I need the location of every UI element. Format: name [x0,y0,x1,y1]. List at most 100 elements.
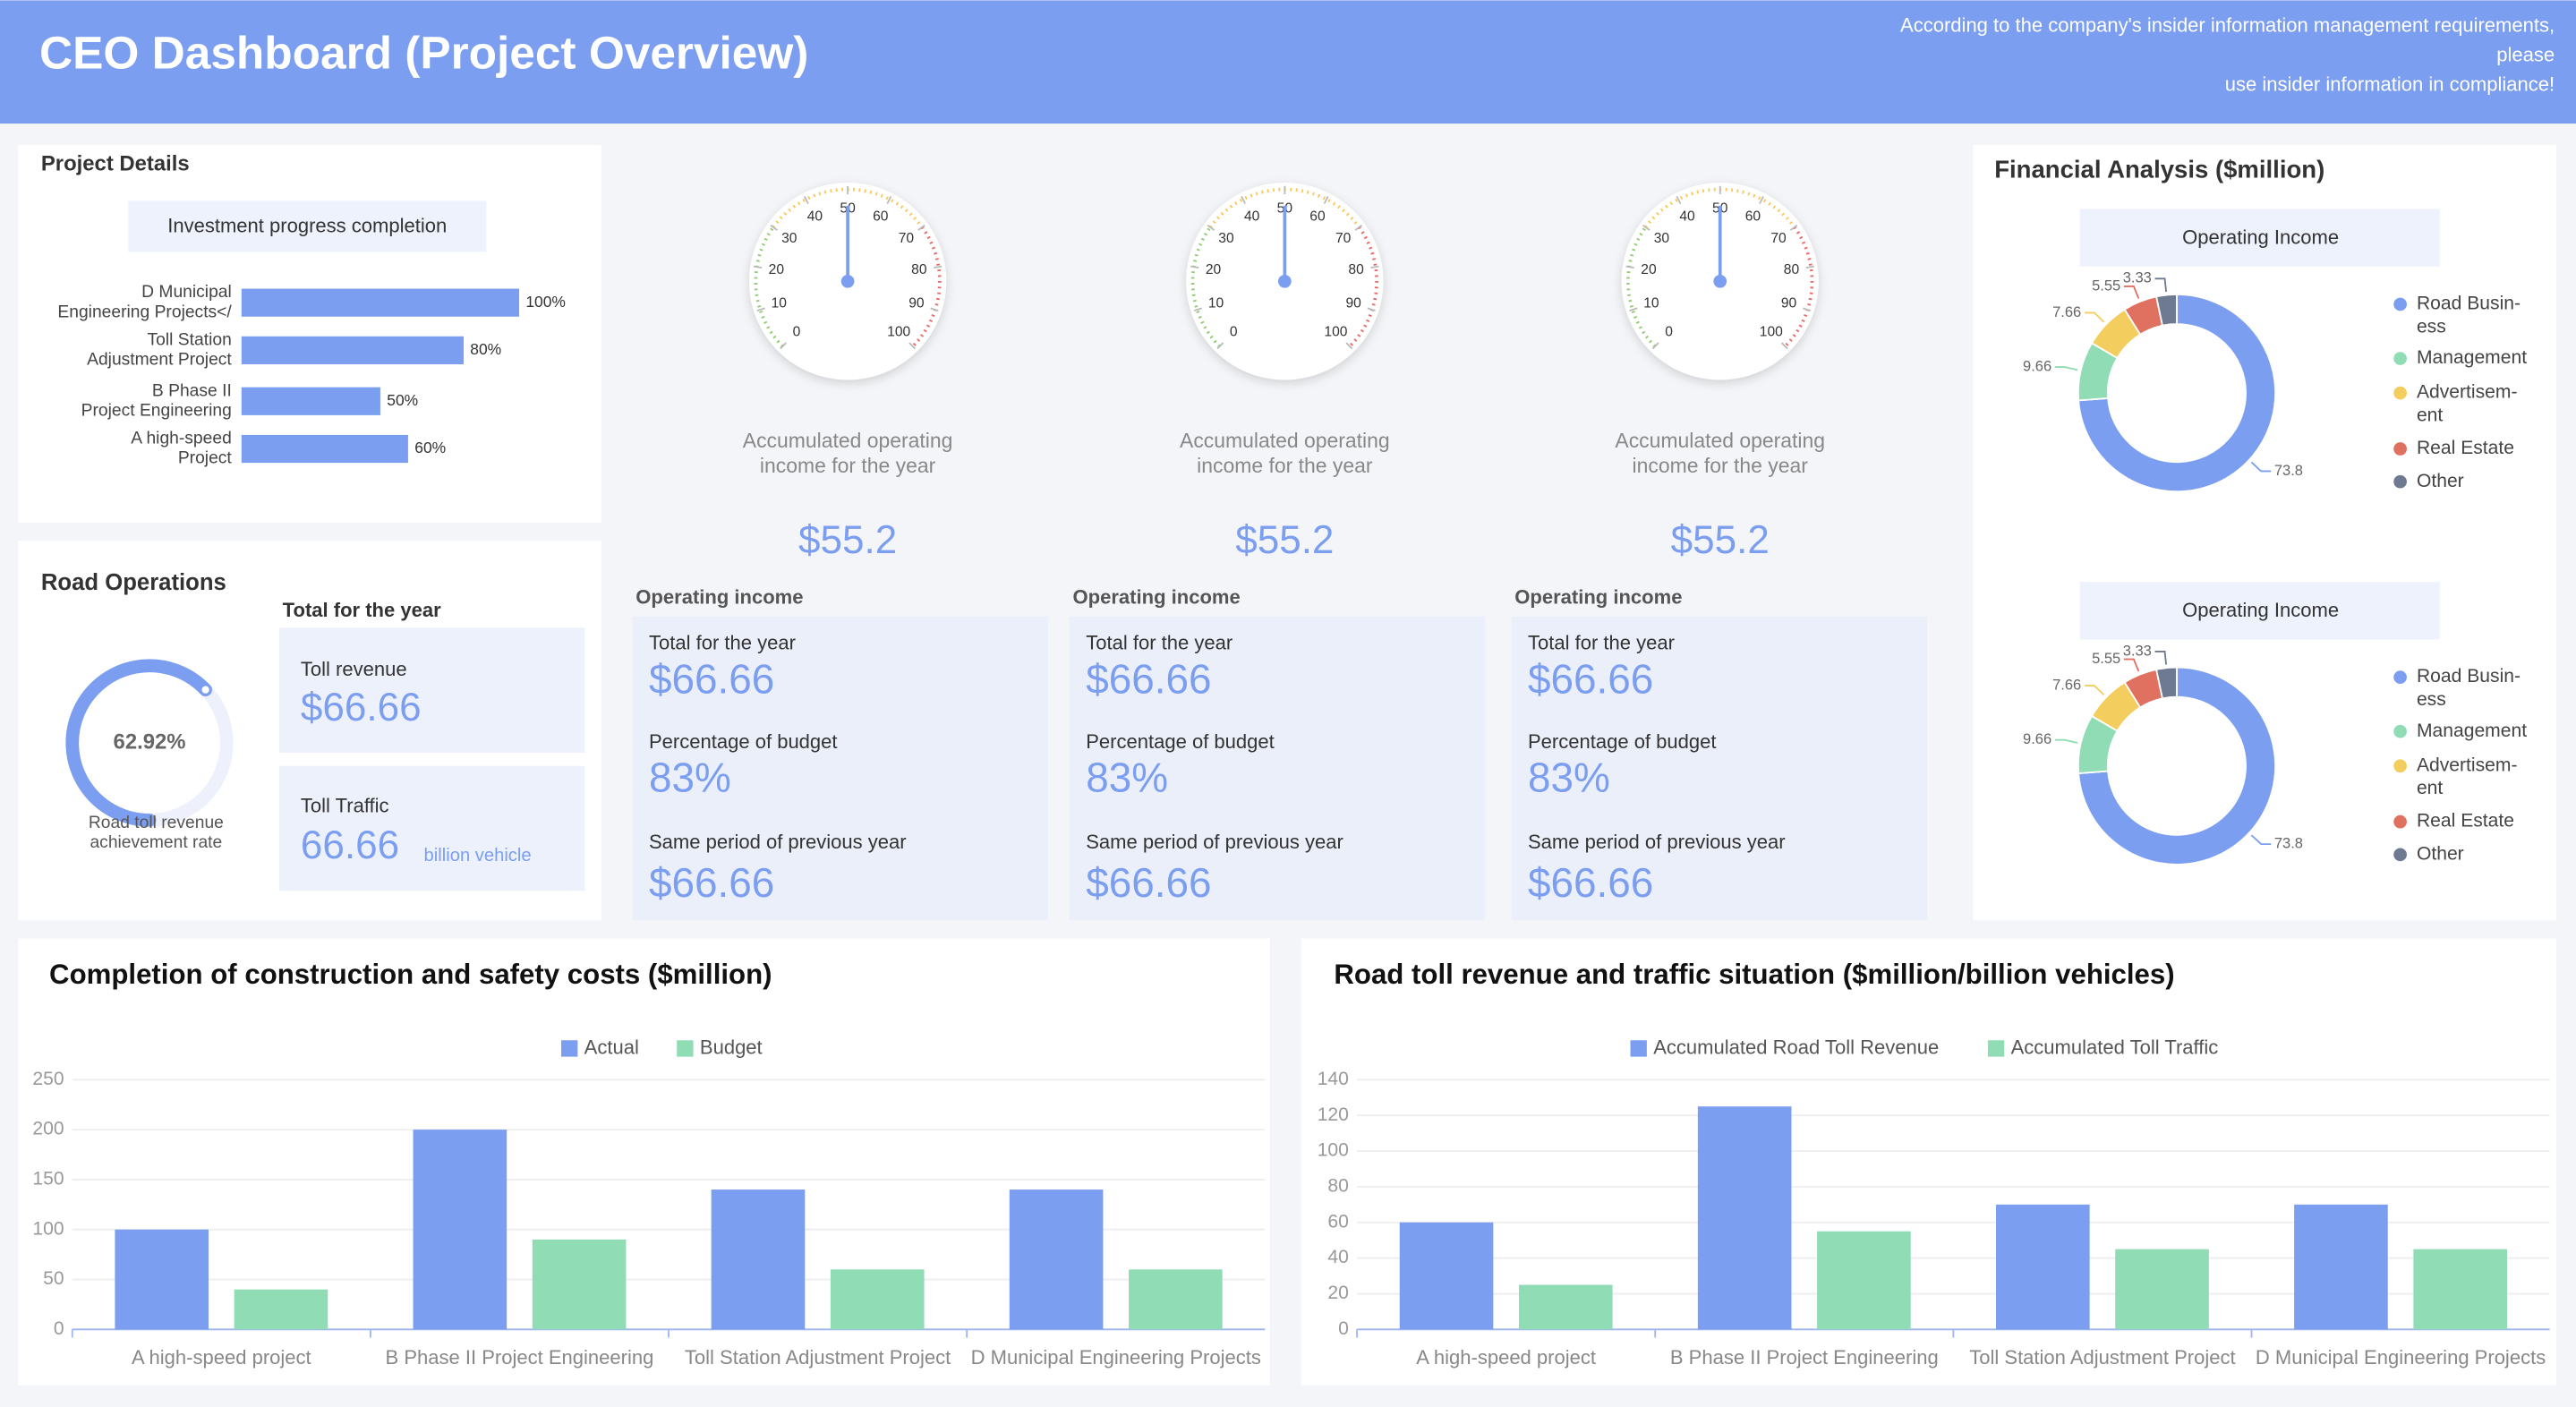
page-title: CEO Dashboard (Project Overview) [39,26,808,78]
tick-label: 90 [908,295,925,311]
tick-mark [1676,196,1682,205]
tick-label: 60 [873,209,889,224]
tick-mark [1216,342,1224,350]
y-tick-label: 0 [54,1318,64,1339]
leader-line [2054,738,2078,744]
tick-mark [753,265,763,269]
bar [532,1239,627,1330]
card-heading: Operating income [1514,585,1682,608]
bar [234,1289,328,1330]
card-value: 83% [1528,754,1610,800]
x-tick-label: B Phase II Project Engineering [1670,1346,1939,1369]
legend-label: ess [2417,316,2446,337]
tick-mark [1625,265,1634,269]
gauge-pivot [1713,274,1727,288]
tick-mark [1354,224,1362,231]
data-label: 3.33 [2123,270,2152,286]
ring-progress [65,659,212,827]
legend-swatch [2393,724,2407,738]
x-tick-label: Toll Station Adjustment Project [685,1346,951,1369]
bar [1518,1284,1613,1330]
tick-label: 60 [1745,209,1761,224]
x-tick-label: B Phase II Project Engineering [386,1346,654,1369]
tick-mark [1789,224,1798,231]
bar [115,1229,209,1330]
data-label: 73.8 [2274,835,2303,851]
legend-swatch [2393,297,2407,311]
y-tick-label: 100 [32,1218,64,1239]
bar [1129,1269,1223,1330]
data-label: 50% [387,391,418,409]
gauge-caption: Accumulated operating [1180,429,1390,452]
legend-swatch [677,1040,694,1057]
stat-box [279,765,585,891]
leader-line [2123,658,2140,672]
tick-label: 20 [769,262,785,277]
notice: According to the company's insider infor… [1900,14,2555,37]
legend-swatch [2393,814,2407,829]
y-tick-label: 80 [1327,1175,1348,1196]
tick-mark [1207,224,1215,231]
chart-title: Operating Income [2182,599,2339,621]
chart-title-box [2079,209,2440,267]
tick-label: 20 [1206,262,1222,277]
tick-label: 10 [1208,295,1224,311]
tick-label: 60 [1309,209,1326,224]
tick-mark [886,196,892,205]
tick-mark [1642,224,1651,231]
tick-label: 80 [911,262,927,277]
gauge-annotation: $55.2 [1235,518,1334,562]
bar [241,288,520,317]
tick-label: 40 [807,209,823,224]
tick-label: 70 [899,231,915,246]
y-tick-label: 50 [43,1268,64,1289]
ring-caption: Road toll revenue [89,814,224,832]
legend-label: Management [2417,721,2527,741]
bar [2115,1249,2209,1330]
chart-title-box [2079,582,2440,640]
tick-label: 80 [1348,262,1364,277]
data-label: 73.8 [2274,463,2303,479]
y-tick-label: 250 [32,1069,64,1089]
pie-slice [2155,666,2178,700]
data-label: 7.66 [2052,677,2081,693]
legend-swatch [2393,670,2407,684]
legend-swatch [2393,352,2407,365]
card-label: Percentage of budget [1528,730,1717,753]
tick-mark [934,265,943,269]
card-label: Total for the year [1528,632,1675,654]
card-label: Percentage of budget [1086,730,1275,753]
tick-mark [1651,342,1659,350]
stat-label: Toll revenue [301,658,407,680]
tick-label: 0 [1230,325,1238,340]
gauge-pivot [1277,274,1292,288]
card-value: $66.66 [1086,859,1211,906]
y-tick-label: 60 [1327,1211,1348,1232]
tick-mark [930,307,939,312]
tick-label: 30 [781,231,798,246]
y-tick-label: 100 [1318,1140,1349,1161]
chart-title: Investment progress completion [167,215,447,237]
tick-label: 90 [1345,295,1361,311]
header-bar [0,0,2576,124]
tick-label: 100 [1760,325,1783,340]
card-label: Same period of previous year [1528,831,1786,853]
tick-label: 10 [772,295,788,311]
y-tick-label: Adjustment Project [87,350,232,369]
tick-label: 20 [1641,262,1657,277]
legend-label: Other [2417,471,2464,491]
card-heading: Operating income [635,585,803,608]
tick-label: 10 [1643,295,1659,311]
legend-label: ent [2417,778,2443,798]
legend-label: Actual [584,1036,639,1058]
legend-swatch [1630,1040,1647,1057]
tick-mark [1629,307,1638,312]
tick-mark [1193,307,1203,312]
tick-label: 40 [1244,209,1260,224]
tick-mark [770,224,778,231]
x-tick-label: D Municipal Engineering Projects [2256,1346,2546,1369]
x-tick-label: A high-speed project [132,1346,311,1369]
y-tick-label: B Phase II [152,381,232,400]
bar [1995,1204,2090,1330]
